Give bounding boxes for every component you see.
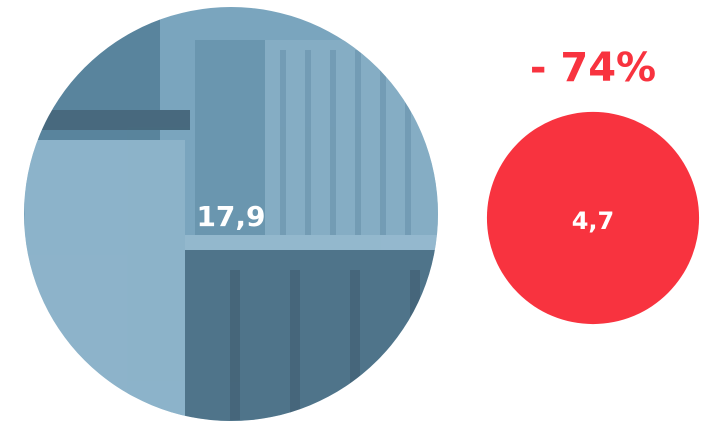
container-photo [24,7,438,421]
value-label: 4,7 [572,207,615,235]
change-annotation: - 74% [530,45,656,91]
bubble [486,111,700,325]
value-label: 17,9 [196,200,265,233]
